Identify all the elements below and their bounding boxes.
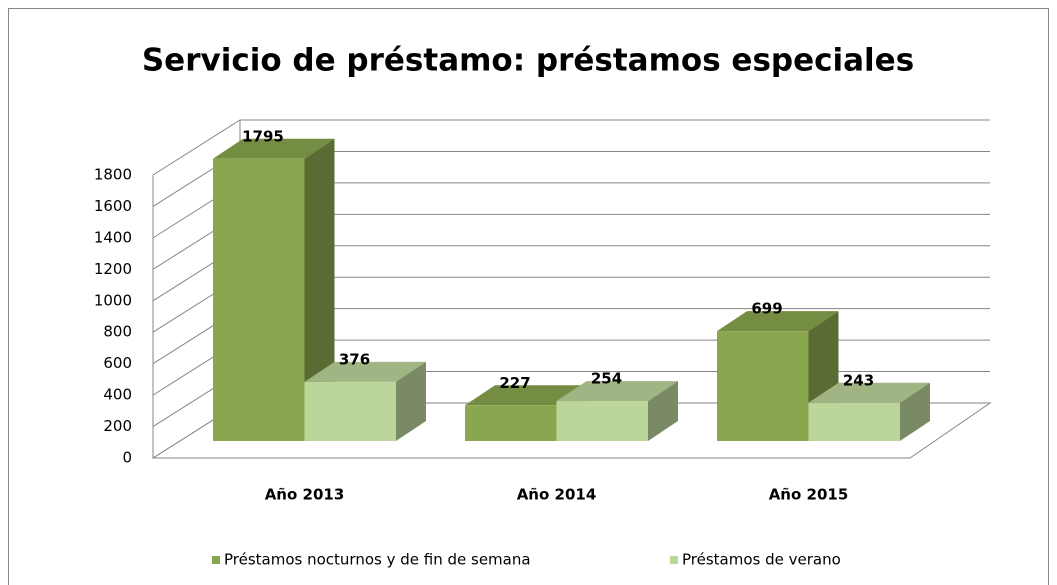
bar-top — [717, 311, 839, 332]
legend-label: Préstamos nocturnos y de fin de semana — [224, 551, 531, 569]
value-label: 376 — [339, 350, 370, 368]
y-tick-label: 1800 — [94, 166, 132, 184]
bar-side — [648, 381, 678, 441]
value-label: 254 — [591, 370, 622, 388]
y-tick-label: 1000 — [94, 291, 132, 309]
bar-side — [396, 361, 426, 441]
legend-label: Préstamos de verano — [682, 551, 841, 569]
legend-swatch — [670, 556, 678, 564]
y-tick-label: 0 — [122, 449, 132, 467]
grid-line — [152, 119, 990, 176]
x-tick-label: Año 2013 — [265, 486, 345, 504]
bar-top — [808, 382, 930, 403]
bar — [213, 158, 305, 441]
chart-title: Servicio de préstamo: préstamos especial… — [142, 43, 914, 79]
y-tick-label: 600 — [103, 354, 132, 372]
y-tick-label: 1200 — [94, 260, 132, 278]
y-tick-label: 400 — [103, 386, 132, 404]
bar — [304, 381, 396, 441]
legend-swatch — [212, 556, 220, 564]
x-tick-label: Año 2015 — [769, 486, 849, 504]
bar-side — [900, 382, 930, 441]
value-label: 227 — [499, 374, 530, 392]
y-tick-label: 800 — [103, 323, 132, 341]
bar — [465, 405, 557, 441]
bar-side — [304, 138, 335, 441]
y-tick-label: 200 — [103, 417, 132, 435]
value-label: 699 — [751, 300, 782, 318]
chart-frame — [8, 8, 1049, 585]
bar — [717, 331, 809, 441]
value-label: 1795 — [242, 127, 284, 145]
y-tick-label: 1600 — [94, 197, 132, 215]
bar — [808, 402, 900, 441]
value-label: 243 — [843, 371, 874, 389]
x-tick-label: Año 2014 — [517, 486, 597, 504]
bar-top — [465, 385, 587, 406]
bar-top — [556, 381, 678, 402]
bar-top — [304, 361, 426, 382]
y-tick-label: 1400 — [94, 228, 132, 246]
bar — [556, 401, 648, 441]
bar-top — [213, 138, 335, 159]
